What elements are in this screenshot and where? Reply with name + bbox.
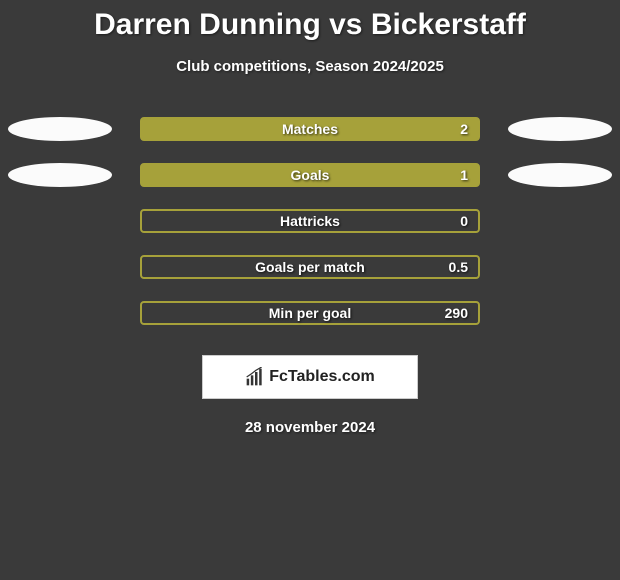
comparison-container: Darren Dunning vs Bickerstaff Club compe… <box>0 0 620 436</box>
stat-bar: Hattricks 0 <box>140 209 480 233</box>
stat-row: Hattricks 0 <box>0 209 620 233</box>
stat-value: 1 <box>460 167 468 183</box>
stat-label: Goals per match <box>255 259 365 275</box>
stat-bar: Goals per match 0.5 <box>140 255 480 279</box>
page-title: Darren Dunning vs Bickerstaff <box>0 8 620 42</box>
chart-icon <box>245 367 265 387</box>
stat-value: 2 <box>460 121 468 137</box>
stat-value: 290 <box>445 305 468 321</box>
stat-label: Min per goal <box>269 305 351 321</box>
stat-label: Goals <box>291 167 330 183</box>
left-ellipse <box>8 117 112 141</box>
stat-row: Goals 1 <box>0 163 620 187</box>
stat-row: Min per goal 290 <box>0 301 620 325</box>
fctables-logo[interactable]: FcTables.com <box>202 355 418 399</box>
stat-row: Goals per match 0.5 <box>0 255 620 279</box>
stat-value: 0.5 <box>449 259 468 275</box>
left-ellipse <box>8 163 112 187</box>
stat-label: Hattricks <box>280 213 340 229</box>
stat-bar: Goals 1 <box>140 163 480 187</box>
stat-value: 0 <box>460 213 468 229</box>
stat-label: Matches <box>282 121 338 137</box>
right-ellipse <box>508 117 612 141</box>
stat-bar: Matches 2 <box>140 117 480 141</box>
date-text: 28 november 2024 <box>0 419 620 436</box>
stat-row: Matches 2 <box>0 117 620 141</box>
stat-bar: Min per goal 290 <box>140 301 480 325</box>
right-ellipse <box>508 163 612 187</box>
subtitle: Club competitions, Season 2024/2025 <box>0 58 620 75</box>
logo-text: FcTables.com <box>269 368 375 386</box>
stats-list: Matches 2 Goals 1 Hattricks 0 Goals per match 0… <box>0 117 620 325</box>
